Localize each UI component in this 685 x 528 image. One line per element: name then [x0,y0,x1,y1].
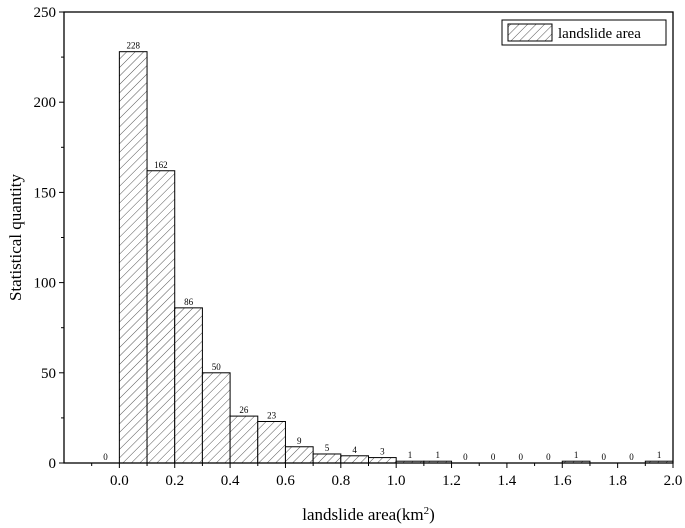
x-tick-label: 0.6 [276,473,295,489]
x-tick-label: 0.4 [221,473,240,489]
bar-value-label: 86 [184,297,194,307]
x-tick-label: 1.6 [553,473,572,489]
bar [174,307,203,464]
x-tick-label: 0.0 [110,473,129,489]
bar-value-label: 26 [239,405,249,415]
bar-value-label: 9 [297,436,302,446]
y-axis-title: Statistical quantity [6,173,25,301]
bar-value-label: 162 [154,160,168,170]
bar [229,415,259,464]
bar-value-label: 0 [602,452,607,462]
bar [201,372,231,464]
bar-value-label: 0 [491,452,496,462]
bar-value-label: 0 [519,452,524,462]
bar [340,455,369,464]
y-tick-label: 100 [34,276,57,292]
x-axis-title: landslide area(km2) [302,505,434,524]
x-tick-label: 2.0 [664,473,683,489]
bar [284,446,314,464]
y-tick-label: 50 [41,366,56,382]
bar-value-label: 228 [126,41,140,51]
bar [312,453,342,464]
legend: landslide area [501,19,667,46]
x-tick-label: 1.0 [387,473,406,489]
bar-value-label: 50 [212,362,222,372]
bar [146,170,176,464]
x-axis-title-superscript: 2 [424,505,430,517]
legend-label: landslide area [558,26,641,42]
bar-value-label: 3 [380,447,385,457]
bar-value-label: 1 [435,450,440,460]
bar-value-label: 23 [267,411,277,421]
y-tick-label: 150 [34,185,57,201]
bars-group [118,51,674,464]
bar [257,421,286,464]
x-tick-label: 1.8 [608,473,627,489]
y-tick-label: 200 [34,95,57,111]
bar-value-label: 0 [546,452,551,462]
bar-value-label: 4 [352,445,357,455]
legend-swatch [507,23,553,42]
bar-value-label: 1 [574,450,579,460]
bar [368,457,397,464]
x-tick-label: 0.2 [165,473,184,489]
bar-value-label: 1 [408,450,413,460]
y-axis-ticks: 0 50 100 150 200 250 [34,5,64,472]
bar-value-label: 5 [325,443,330,453]
x-tick-label: 0.8 [331,473,350,489]
bar-value-label: 1 [657,450,662,460]
bar-value-label: 0 [463,452,468,462]
bar-value-label: 0 [103,452,108,462]
x-axis-ticks: 0.0 0.2 0.4 0.6 0.8 1.0 1.2 1.4 1.6 1.8 2.0 [91,463,683,489]
y-tick-label: 250 [34,5,57,21]
x-tick-label: 1.2 [442,473,461,489]
bar-labels-group: 0 228 162 86 50 26 23 9 5 4 3 1 1 0 0 0 0 1 0 0 1 [103,41,661,462]
x-tick-label: 1.4 [498,473,517,489]
bar [118,51,148,464]
bar-value-label: 0 [629,452,634,462]
y-tick-label: 0 [49,456,57,472]
